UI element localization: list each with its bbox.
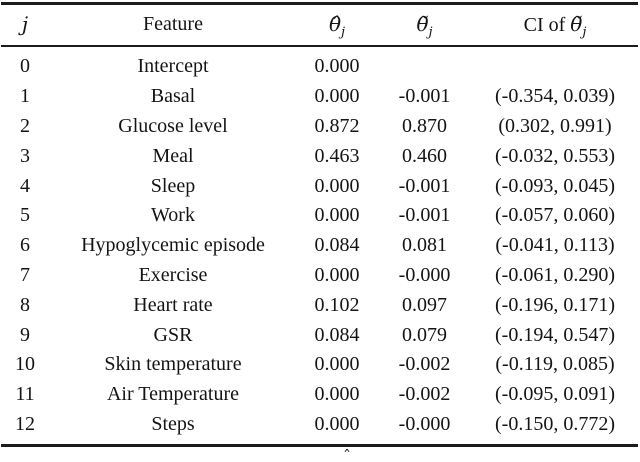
cell-j: 9 [20, 323, 30, 346]
cell-ci: (-0.093, 0.045) [495, 174, 615, 197]
table-row: 9 GSR 0.084 0.079 (-0.194, 0.547) [1, 320, 638, 350]
cell-theta-tilde: -0.001 [398, 204, 451, 227]
cell-theta-tilde: -0.001 [398, 174, 451, 197]
cell-ci: (-0.041, 0.113) [495, 234, 615, 257]
cell-feature: Intercept [137, 55, 209, 78]
cell-j: 6 [20, 234, 30, 257]
cell-theta-hat: 0.000 [314, 383, 360, 406]
table-row: 0 Intercept 0.000 [1, 46, 638, 82]
coefficients-table: j Feature θ̂j θ̃j CI of θ̃j 0 Intercept 0.000 1… [1, 2, 638, 447]
column-header-ci: CI of θ̃j [472, 3, 638, 47]
cell-feature: GSR [153, 323, 193, 346]
cell-ci: (0.302, 0.991) [498, 114, 612, 137]
cell-ci: (-0.196, 0.171) [495, 293, 615, 316]
cell-feature: Meal [152, 144, 194, 167]
cell-feature: Exercise [138, 263, 208, 286]
cell-feature: Hypoglycemic episode [81, 234, 265, 257]
cell-j: 2 [20, 114, 30, 137]
cell-theta-hat: 0.084 [314, 234, 360, 257]
cell-j: 8 [20, 293, 30, 316]
cell-theta-hat: 0.463 [314, 144, 360, 167]
cell-feature: Glucose level [118, 114, 228, 137]
table-row: 8 Heart rate 0.102 0.097 (-0.196, 0.171) [1, 290, 638, 320]
column-header-j: j [1, 3, 49, 47]
cell-feature: Heart rate [133, 293, 213, 316]
cell-j: 4 [20, 174, 30, 197]
cell-theta-hat: 0.000 [314, 353, 360, 376]
cell-theta-tilde: -0.000 [398, 263, 451, 286]
cell-ci [472, 46, 638, 82]
table-row: 3 Meal 0.463 0.460 (-0.032, 0.553) [1, 141, 638, 171]
cell-j: 5 [20, 204, 30, 227]
cell-theta-tilde: -0.000 [398, 412, 451, 435]
cell-theta-hat: 0.000 [314, 412, 360, 435]
cell-ci: (-0.057, 0.060) [495, 204, 615, 227]
cell-feature: Basal [150, 85, 196, 108]
column-header-theta-hat: θ̂j [297, 3, 377, 47]
cell-theta-tilde [377, 46, 472, 82]
cell-ci: (-0.095, 0.091) [495, 383, 615, 406]
header-row: j Feature θ̂j θ̃j CI of θ̃j [1, 3, 638, 47]
cell-theta-hat: 0.000 [314, 204, 360, 227]
cell-feature: Skin temperature [104, 353, 242, 376]
cell-ci: (-0.354, 0.039) [495, 85, 615, 108]
cell-theta-tilde: -0.002 [398, 353, 451, 376]
cell-j: 12 [15, 412, 35, 435]
cell-j: 1 [20, 85, 30, 108]
cell-ci: (-0.119, 0.085) [495, 353, 615, 376]
cell-theta-hat: 0.000 [314, 55, 360, 78]
caption-fragment: ˆ [343, 447, 351, 462]
cell-ci: (-0.032, 0.553) [495, 144, 615, 167]
cell-theta-tilde: -0.002 [398, 383, 451, 406]
column-header-theta-tilde: θ̃j [377, 3, 472, 47]
cell-j: 0 [20, 55, 30, 78]
cell-theta-hat: 0.000 [314, 85, 360, 108]
cell-theta-hat: 0.084 [314, 323, 360, 346]
table-row: 1 Basal 0.000 -0.001 (-0.354, 0.039) [1, 81, 638, 111]
cell-theta-hat: 0.102 [314, 293, 360, 316]
cell-feature: Air Temperature [106, 383, 240, 406]
cell-j: 11 [15, 383, 35, 406]
table-row: 12 Steps 0.000 -0.000 (-0.150, 0.772) [1, 409, 638, 445]
table-row: 2 Glucose level 0.872 0.870 (0.302, 0.991) [1, 111, 638, 141]
cell-theta-tilde: 0.081 [402, 234, 447, 257]
cell-theta-hat: 0.872 [314, 114, 360, 137]
cell-theta-tilde: 0.079 [402, 323, 447, 346]
cell-j: 7 [20, 263, 30, 286]
table-row: 5 Work 0.000 -0.001 (-0.057, 0.060) [1, 200, 638, 230]
cell-theta-tilde: 0.460 [402, 144, 447, 167]
cell-ci: (-0.194, 0.547) [495, 323, 615, 346]
cell-j: 3 [20, 144, 30, 167]
cell-theta-tilde: 0.870 [402, 114, 447, 137]
table-row: 11 Air Temperature 0.000 -0.002 (-0.095, 0.0… [1, 379, 638, 409]
cell-j: 10 [15, 353, 35, 376]
table-row: 6 Hypoglycemic episode 0.084 0.081 (-0.041, … [1, 230, 638, 260]
table-row: 4 Sleep 0.000 -0.001 (-0.093, 0.045) [1, 171, 638, 201]
cell-ci: (-0.150, 0.772) [495, 412, 615, 435]
cell-feature: Work [151, 204, 195, 227]
table-row: 7 Exercise 0.000 -0.000 (-0.061, 0.290) [1, 260, 638, 290]
column-header-feature: Feature [49, 3, 297, 47]
cell-feature: Sleep [150, 174, 196, 197]
cell-feature: Steps [151, 412, 195, 435]
cell-ci: (-0.061, 0.290) [495, 263, 615, 286]
table-header: j Feature θ̂j θ̃j CI of θ̃j [1, 3, 638, 47]
cell-theta-hat: 0.000 [314, 263, 360, 286]
table-body: 0 Intercept 0.000 1 Basal 0.000 -0.001 (-0.354,… [1, 46, 638, 446]
cell-theta-tilde: 0.097 [402, 293, 447, 316]
cell-theta-tilde: -0.001 [398, 85, 451, 108]
table-row: 10 Skin temperature 0.000 -0.002 (-0.119, 0.… [1, 349, 638, 379]
cell-theta-hat: 0.000 [314, 174, 360, 197]
